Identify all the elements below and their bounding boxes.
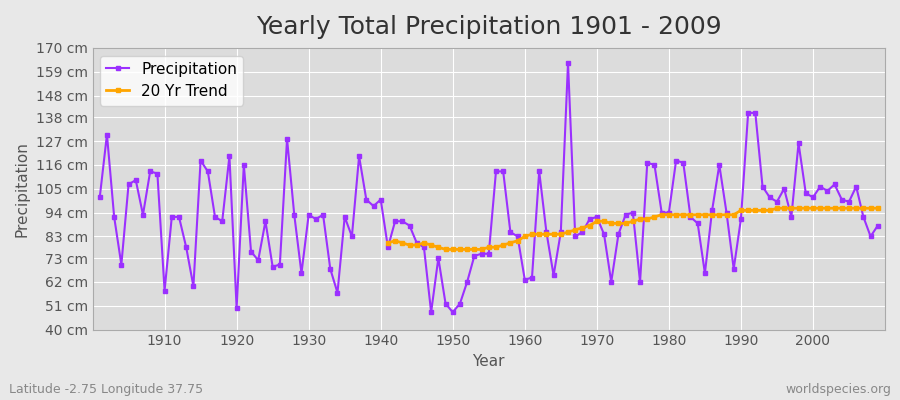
Legend: Precipitation, 20 Yr Trend: Precipitation, 20 Yr Trend bbox=[100, 56, 243, 106]
20 Yr Trend bbox=[670, 212, 681, 217]
Precipitation bbox=[152, 171, 163, 176]
Y-axis label: Precipitation: Precipitation bbox=[15, 141, 30, 237]
Precipitation bbox=[872, 223, 883, 228]
20 Yr Trend bbox=[865, 206, 876, 211]
Text: worldspecies.org: worldspecies.org bbox=[785, 383, 891, 396]
Precipitation bbox=[94, 195, 105, 200]
20 Yr Trend bbox=[440, 247, 451, 252]
20 Yr Trend bbox=[469, 247, 480, 252]
Precipitation bbox=[310, 217, 321, 222]
Precipitation bbox=[562, 61, 573, 66]
Line: Precipitation: Precipitation bbox=[98, 61, 879, 314]
Line: 20 Yr Trend: 20 Yr Trend bbox=[386, 206, 879, 251]
20 Yr Trend bbox=[483, 245, 494, 250]
Text: Latitude -2.75 Longitude 37.75: Latitude -2.75 Longitude 37.75 bbox=[9, 383, 203, 396]
Precipitation bbox=[426, 310, 436, 315]
Precipitation bbox=[354, 154, 364, 159]
20 Yr Trend bbox=[764, 208, 775, 213]
Title: Yearly Total Precipitation 1901 - 2009: Yearly Total Precipitation 1901 - 2009 bbox=[256, 15, 722, 39]
20 Yr Trend bbox=[872, 206, 883, 211]
Precipitation bbox=[519, 277, 530, 282]
20 Yr Trend bbox=[382, 240, 393, 245]
20 Yr Trend bbox=[771, 206, 782, 211]
Precipitation bbox=[620, 212, 631, 217]
X-axis label: Year: Year bbox=[472, 354, 505, 369]
20 Yr Trend bbox=[418, 240, 429, 245]
Precipitation bbox=[526, 275, 537, 280]
